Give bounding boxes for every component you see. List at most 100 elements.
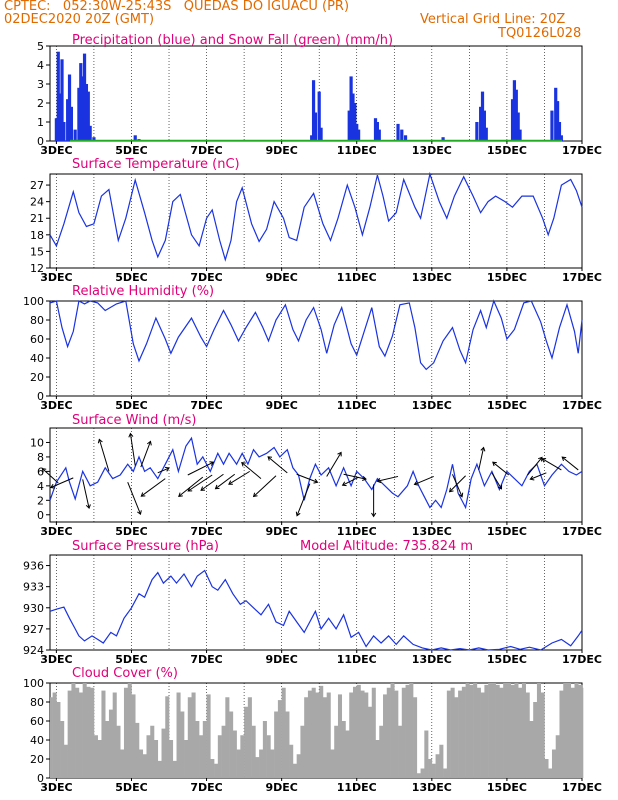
precip-bar	[92, 137, 96, 141]
x-tick-label: 9DEC	[265, 399, 297, 412]
cloud-bar	[514, 683, 519, 778]
precip-bar	[56, 51, 60, 142]
cloud-bar	[375, 740, 380, 778]
wind-arrow-shaft	[326, 452, 342, 477]
cloud-bar	[281, 687, 286, 778]
precip-bar	[311, 80, 316, 141]
x-tick-label: 13DEC	[412, 271, 452, 284]
y-tick-label: 40	[30, 352, 44, 365]
cloud-bar	[71, 683, 76, 778]
cloud-bar	[334, 725, 339, 778]
cloud-bar	[563, 683, 568, 778]
wind-arrow-head	[128, 432, 134, 438]
cloud-bar	[383, 694, 388, 778]
wind-arrow-shaft	[187, 461, 214, 476]
header-code: TQ0126L028	[498, 26, 582, 41]
x-tick-label: 5DEC	[115, 399, 147, 412]
x-tick-label: 9DEC	[265, 144, 297, 157]
cloud-bar	[349, 692, 354, 778]
y-tick-label: 2	[37, 97, 44, 110]
panel-annotation: Model Altitude: 735.824 m	[300, 539, 473, 554]
cloud-bar	[82, 683, 87, 778]
cloud-bar	[251, 725, 256, 778]
cloud-bar	[292, 763, 297, 778]
cloud-bar	[236, 749, 241, 778]
y-tick-label: 5	[37, 40, 44, 53]
cloud-bar	[367, 706, 373, 778]
cloud-bar	[262, 721, 267, 778]
panel-frame	[49, 300, 583, 397]
wind-arrow-shaft	[527, 457, 543, 476]
wind-arrow-head	[448, 487, 454, 493]
x-tick-label: 17DEC	[562, 271, 602, 284]
y-tick-label: 100	[23, 295, 44, 308]
cloud-bar	[191, 692, 196, 778]
cloud-bar	[195, 721, 200, 778]
cloud-bar	[379, 725, 384, 778]
y-tick-label: 6	[37, 465, 44, 478]
x-tick-label: 11DEC	[337, 653, 377, 666]
y-tick-label: 933	[23, 581, 44, 594]
wind-arrow-head	[241, 462, 246, 467]
cloud-bar	[184, 740, 189, 778]
cloud-bar	[202, 721, 207, 778]
wind-arrow-head	[480, 446, 486, 452]
precip-bar	[482, 110, 486, 141]
cloud-bar	[341, 721, 346, 778]
cloud-bar	[315, 692, 320, 778]
wind-arrow-head	[200, 486, 206, 491]
cloud-bar	[345, 730, 350, 778]
cloud-bar	[60, 721, 65, 778]
cloud-bar	[398, 725, 403, 778]
precip-bar	[396, 123, 400, 141]
y-tick-label: 10	[30, 436, 44, 449]
x-tick-label: 11DEC	[337, 781, 377, 794]
wind-arrow-head	[97, 438, 103, 444]
cloud-bar	[285, 711, 290, 778]
y-tick-label: 0	[37, 772, 44, 785]
cloud-bar	[469, 684, 474, 778]
wind-arrow-shaft	[228, 470, 250, 485]
cloud-bar	[416, 773, 421, 778]
precip-bar	[313, 112, 318, 141]
cloud-bar	[570, 687, 575, 778]
cloud-bar	[172, 760, 177, 778]
y-tick-label: 80	[30, 314, 44, 327]
cloud-bar	[337, 694, 343, 778]
wind-arrow-shaft	[157, 467, 170, 474]
cloud-bar	[146, 735, 151, 778]
x-tick-label: 17DEC	[562, 653, 602, 666]
precip-bar	[475, 122, 479, 141]
wind-arrow-shaft	[267, 456, 288, 474]
cloud-bar	[75, 687, 80, 778]
cloud-bar	[386, 687, 391, 778]
wind-arrow-shaft	[377, 475, 399, 482]
x-tick-label: 13DEC	[412, 399, 452, 412]
y-tick-label: 3	[37, 78, 44, 91]
cloud-bar	[319, 685, 324, 778]
wind-arrow-head	[228, 480, 233, 485]
cloud-bar	[536, 683, 542, 778]
y-tick-label: 27	[30, 179, 44, 192]
series-line	[49, 569, 583, 651]
cloud-bar	[232, 730, 237, 778]
x-tick-label: 3DEC	[40, 399, 72, 412]
wind-arrow-head	[538, 456, 543, 462]
cloud-bar	[150, 725, 155, 778]
cloud-bar	[176, 692, 181, 778]
cloud-bar	[413, 697, 418, 778]
cloud-bar	[157, 760, 162, 778]
precip-bar	[69, 106, 74, 141]
cloud-bar	[544, 759, 549, 778]
precip-bar	[441, 137, 445, 141]
cloud-bar	[277, 700, 282, 778]
precip-bar	[317, 91, 321, 141]
x-tick-label: 11DEC	[337, 271, 377, 284]
wind-arrow-shaft	[492, 461, 510, 476]
cloud-bar	[428, 759, 433, 778]
header-grid-note: Vertical Grid Line: 20Z	[420, 12, 566, 27]
cloud-bar	[105, 721, 110, 778]
x-tick-label: 5DEC	[115, 271, 147, 284]
cloud-bar	[131, 694, 136, 778]
x-tick-label: 9DEC	[265, 653, 297, 666]
